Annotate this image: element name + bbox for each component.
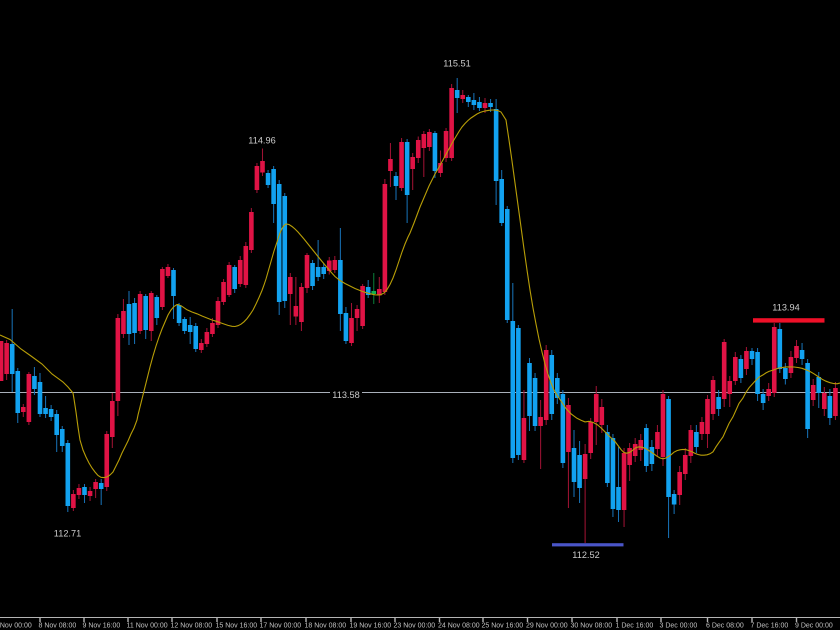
svg-text:19 Nov 16:00: 19 Nov 16:00 (350, 623, 392, 630)
svg-text:29 Nov 00:00: 29 Nov 00:00 (526, 623, 568, 630)
svg-text:113.58: 113.58 (332, 390, 359, 400)
svg-text:7 Nov 00:00: 7 Nov 00:00 (0, 623, 32, 630)
svg-text:112.71: 112.71 (54, 529, 81, 539)
svg-text:23 Nov 00:00: 23 Nov 00:00 (394, 623, 436, 630)
svg-text:9 Nov 16:00: 9 Nov 16:00 (83, 623, 121, 630)
svg-text:24 Nov 08:00: 24 Nov 08:00 (438, 623, 480, 630)
svg-text:30 Nov 08:00: 30 Nov 08:00 (571, 623, 613, 630)
svg-text:113.94: 113.94 (772, 303, 799, 313)
svg-text:25 Nov 16:00: 25 Nov 16:00 (482, 623, 524, 630)
svg-text:6 Dec 08:00: 6 Dec 08:00 (706, 623, 744, 630)
svg-text:18 Nov 08:00: 18 Nov 08:00 (305, 623, 347, 630)
svg-text:115.51: 115.51 (443, 59, 470, 69)
svg-text:3 Dec 00:00: 3 Dec 00:00 (660, 623, 698, 630)
svg-text:15 Nov 16:00: 15 Nov 16:00 (216, 623, 258, 630)
svg-text:112.52: 112.52 (572, 550, 599, 560)
svg-text:7 Dec 16:00: 7 Dec 16:00 (751, 623, 789, 630)
svg-text:12 Nov 08:00: 12 Nov 08:00 (171, 623, 213, 630)
svg-text:8 Nov 08:00: 8 Nov 08:00 (39, 623, 77, 630)
svg-text:9 Dec 00:00: 9 Dec 00:00 (795, 623, 833, 630)
svg-text:114.96: 114.96 (248, 136, 275, 146)
svg-text:1 Dec 16:00: 1 Dec 16:00 (616, 623, 654, 630)
svg-text:17 Nov 00:00: 17 Nov 00:00 (260, 623, 302, 630)
svg-text:11 Nov 00:00: 11 Nov 00:00 (127, 623, 168, 630)
